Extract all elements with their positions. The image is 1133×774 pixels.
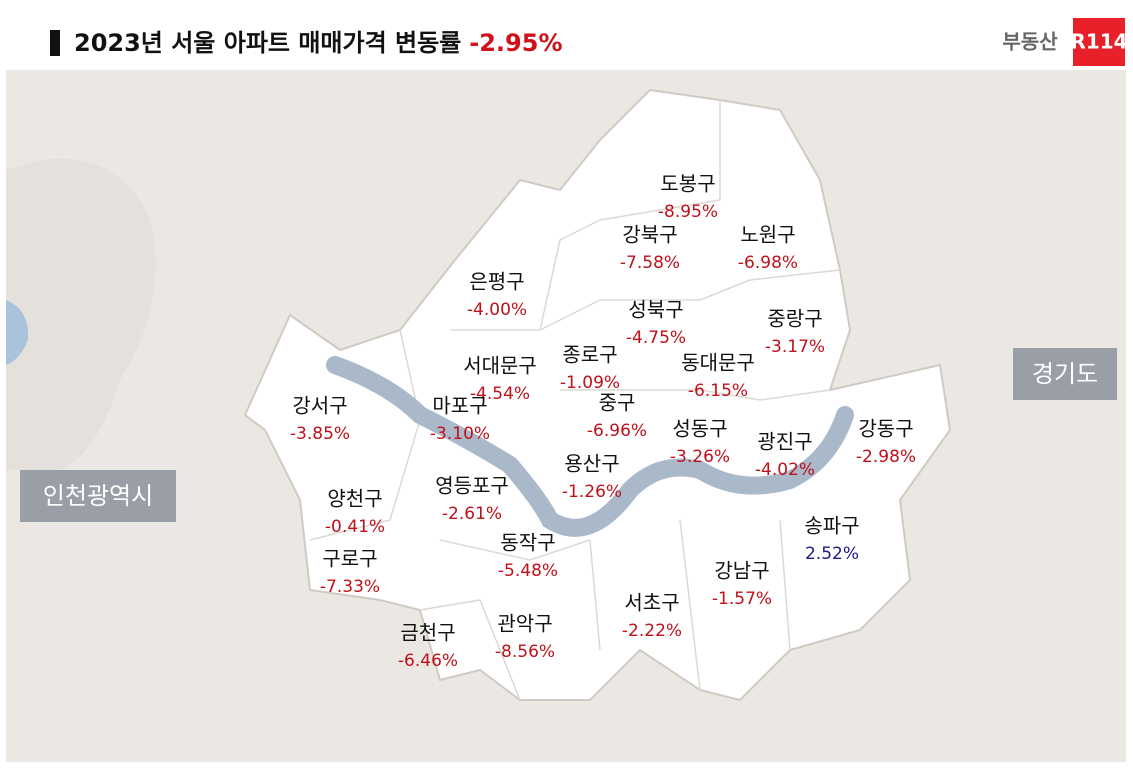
district-name: 종로구 xyxy=(562,343,617,367)
district-change: -8.56% xyxy=(495,642,555,662)
district-borders xyxy=(309,100,841,701)
district-change: 2.52% xyxy=(805,544,859,564)
district-name: 성북구 xyxy=(628,298,683,322)
title-value: -2.95% xyxy=(469,29,562,57)
district-name: 강서구 xyxy=(292,394,347,418)
district-change: -4.02% xyxy=(755,460,815,480)
district-change: -3.85% xyxy=(290,424,350,444)
seoul-outline xyxy=(243,88,952,702)
title-text: 2023년 서울 아파트 매매가격 변동률 xyxy=(74,29,461,57)
district-name: 양천구 xyxy=(327,487,382,511)
district-change: -2.98% xyxy=(856,447,916,467)
district-change: -4.75% xyxy=(626,328,686,348)
district-name: 서초구 xyxy=(624,591,679,615)
district-name: 용산구 xyxy=(564,452,619,476)
district-change: -2.61% xyxy=(442,504,502,524)
han-river xyxy=(326,356,854,537)
district-change: -4.00% xyxy=(467,300,527,320)
district-change: -7.58% xyxy=(620,253,680,273)
district-name: 중구 xyxy=(599,391,636,415)
district-change: -0.41% xyxy=(325,517,385,537)
district-name: 금천구 xyxy=(400,621,455,645)
region-label: 인천광역시 xyxy=(43,482,153,510)
water xyxy=(6,300,29,365)
district-change: -6.98% xyxy=(738,253,798,273)
district-name: 성동구 xyxy=(672,417,727,441)
district-name: 강북구 xyxy=(622,223,677,247)
district-name: 동작구 xyxy=(500,531,555,555)
district-change: -8.95% xyxy=(658,202,718,222)
logo-text: 부동산 xyxy=(1002,30,1058,54)
district-name: 노원구 xyxy=(740,223,795,247)
district-name: 서대문구 xyxy=(463,354,537,378)
district-name: 영등포구 xyxy=(435,474,509,498)
district-change: -3.10% xyxy=(430,424,490,444)
district-labels: 도봉구 -8.95%강북구 -7.58% 노원구 -6.98% 은평구 -4.00% 성북구 -… xyxy=(290,172,916,672)
district-name: 광진구 xyxy=(757,430,812,454)
district-name: 중랑구 xyxy=(767,307,822,331)
district-name: 동대문구 xyxy=(681,351,755,375)
terrain xyxy=(6,158,156,470)
district-name: 은평구 xyxy=(469,270,524,294)
district-change: -6.96% xyxy=(587,421,647,441)
district-name: 구로구 xyxy=(322,547,377,571)
logo-badge-text: R114 xyxy=(1070,30,1127,54)
district-name: 송파구 xyxy=(804,514,859,538)
district-change: -7.33% xyxy=(320,577,380,597)
district-change: -2.22% xyxy=(622,621,682,641)
district-change: -3.17% xyxy=(765,337,825,357)
district-change: -1.09% xyxy=(560,373,620,393)
district-change: -1.57% xyxy=(712,589,772,609)
district-change: -6.46% xyxy=(398,651,458,671)
region-box xyxy=(20,470,176,522)
district-change: -5.48% xyxy=(498,561,558,581)
district-change: -6.15% xyxy=(688,381,748,401)
district-change: -3.26% xyxy=(670,447,730,467)
district-name: 도봉구 xyxy=(660,172,715,196)
district-change: -4.54% xyxy=(470,384,530,404)
title: 2023년 서울 아파트 매매가격 변동률 -2.95% xyxy=(74,29,563,57)
region-label: 경기도 xyxy=(1032,360,1098,388)
district-change: -1.26% xyxy=(562,482,622,502)
region-box xyxy=(1013,348,1117,400)
district-name: 관악구 xyxy=(497,612,552,636)
district-name: 강남구 xyxy=(714,559,769,583)
logo-badge xyxy=(1073,18,1125,66)
district-name: 강동구 xyxy=(858,417,913,441)
district-name: 마포구 xyxy=(432,394,487,418)
title-marker xyxy=(50,30,60,56)
